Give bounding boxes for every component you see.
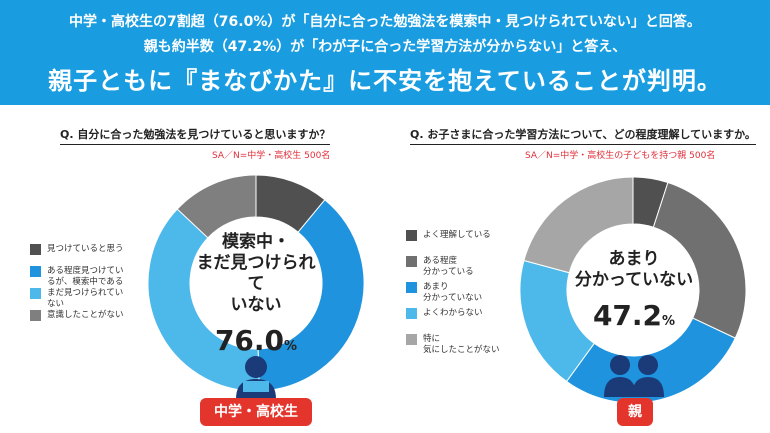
legend-swatch <box>30 244 41 255</box>
legend-item: よくわからない <box>406 308 523 319</box>
legend-label: ある程度見つけてい るが、模索中である <box>47 266 124 287</box>
right-center-unit: % <box>662 314 676 329</box>
right-center-value: 47.2 <box>592 299 663 332</box>
legend-label: ある程度 分かっている <box>423 256 474 277</box>
left-sample-note: SA／N=中学・高校生 500名 <box>212 151 331 161</box>
left-question: Q. 自分に合った勉強法を見つけていると思いますか？ <box>60 126 331 145</box>
left-center-label: 模索中・ まだ見つけられて いない 76.0% <box>190 232 322 357</box>
badge-students: 中学・高校生 <box>200 398 312 426</box>
legend-swatch <box>406 230 417 241</box>
legend-item: あまり 分かっていない <box>406 282 523 304</box>
legend-item: ある程度見つけてい るが、模索中である <box>30 266 147 288</box>
donut-slice <box>523 176 634 274</box>
left-center-unit: % <box>284 339 298 354</box>
legend-swatch <box>30 288 41 299</box>
legend-label: よくわからない <box>423 308 483 318</box>
right-question: Q. お子さまに合った学習方法について、どの程度理解していますか。 <box>410 126 756 145</box>
header-banner: 中学・高校生の7割超（76.0%）が「自分に合った勉強法を模索中・見つけられてい… <box>0 0 770 105</box>
legend-swatch <box>406 256 417 267</box>
right-center-label: あまり 分かっていない 47.2% <box>560 249 708 332</box>
legend-swatch <box>406 308 417 319</box>
legend-swatch <box>30 310 41 321</box>
donut-slice <box>147 208 260 392</box>
legend-item: よく理解している <box>406 230 523 241</box>
donut-slice <box>652 181 747 339</box>
legend-item: ある程度 分かっている <box>406 256 523 278</box>
legend-item: まだ見つけられてい ない <box>30 288 147 310</box>
header-line-1: 中学・高校生の7割超（76.0%）が「自分に合った勉強法を模索中・見つけられてい… <box>69 14 701 30</box>
right-sample-note: SA／N=中学・高校生の子どもを持つ親 500名 <box>525 151 716 161</box>
legend-item: 意識したことがない <box>30 310 147 321</box>
legend-label: まだ見つけられてい ない <box>47 288 124 309</box>
legend-swatch <box>406 282 417 293</box>
legend-label: 見つけていると思う <box>47 244 124 254</box>
donut-chart-students <box>147 174 365 392</box>
legend-item: 特に 気にしたことがない <box>406 334 523 356</box>
legend-label: あまり 分かっていない <box>423 282 483 303</box>
header-line-2: 親も約半数（47.2%）が「わが子に合った学習方法が分からない」と答え、 <box>143 39 627 55</box>
legend-swatch <box>30 266 41 277</box>
legend-label: 特に 気にしたことがない <box>423 334 500 355</box>
header-headline: 親子ともに『まなびかた』に不安を抱えていることが判明。 <box>48 67 722 95</box>
left-center-text: 模索中・ まだ見つけられて いない <box>196 232 316 315</box>
legend-item: 見つけていると思う <box>30 244 147 255</box>
legend-label: よく理解している <box>423 230 491 240</box>
right-center-text: あまり 分かっていない <box>574 249 694 290</box>
badge-parents: 親 <box>617 398 653 426</box>
parents-icon <box>604 355 664 397</box>
legend-swatch <box>406 334 417 345</box>
donut-slice <box>176 174 257 239</box>
legend-label: 意識したことがない <box>47 310 124 320</box>
left-center-value: 76.0 <box>214 324 285 357</box>
student-icon <box>236 356 276 399</box>
